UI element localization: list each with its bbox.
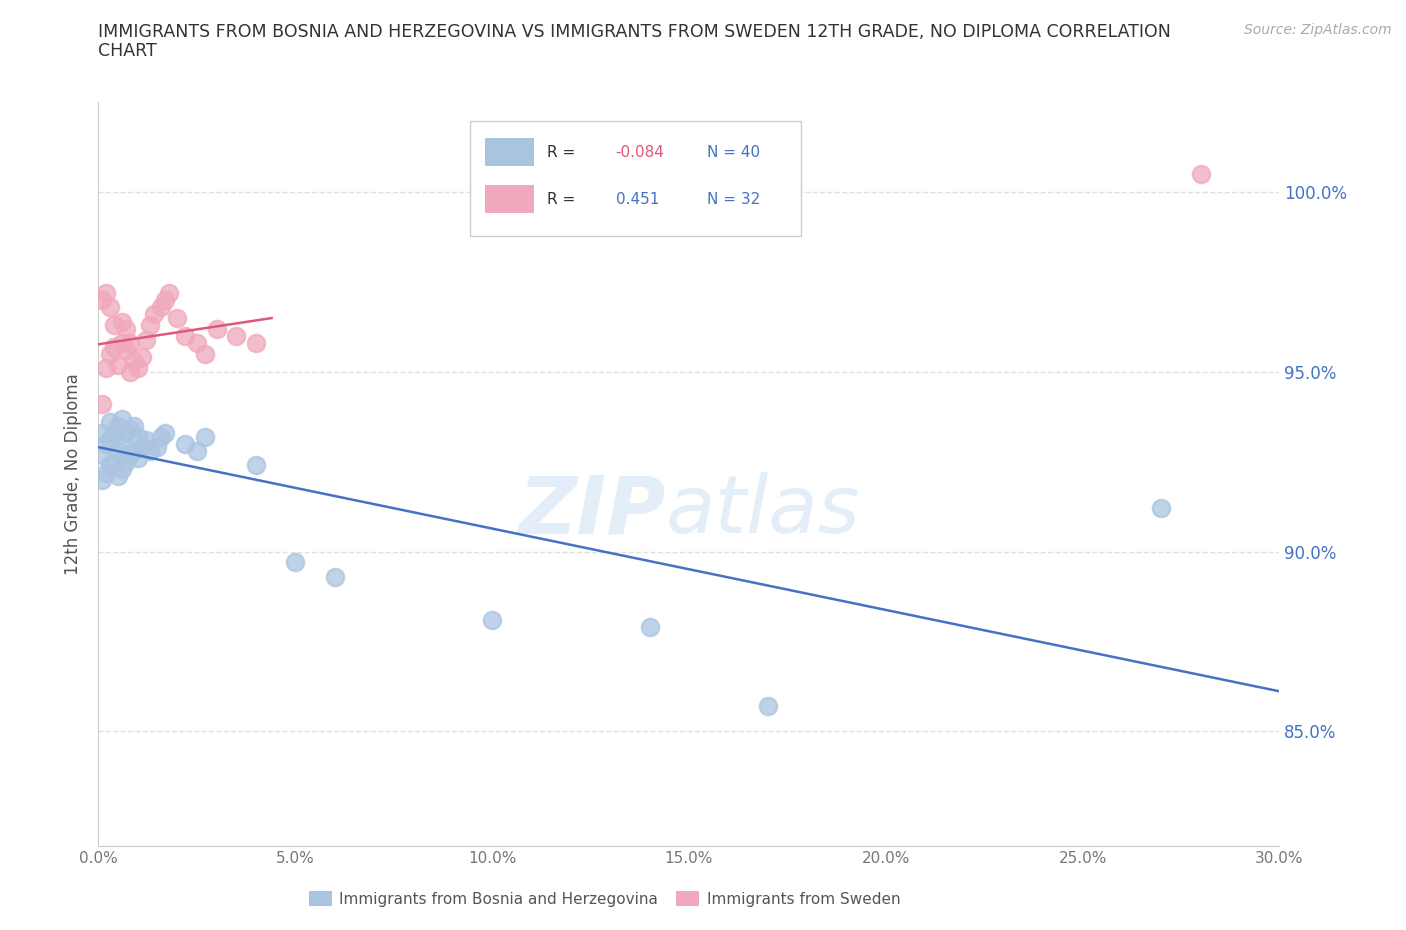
Point [205, 321, 228, 336]
Point [138, 318, 160, 333]
Point [103, 318, 125, 333]
Point [122, 444, 145, 458]
Point [91, 472, 114, 487]
Point [323, 569, 346, 584]
Point [118, 365, 141, 379]
Point [103, 426, 125, 441]
Point [155, 426, 177, 441]
Point [157, 286, 180, 300]
Point [245, 336, 267, 351]
Point [131, 440, 153, 455]
Point [174, 328, 197, 343]
Point [107, 418, 129, 433]
Point [638, 619, 661, 634]
Point [127, 451, 149, 466]
Point [135, 432, 157, 447]
Point [127, 429, 149, 444]
Point [96, 465, 118, 480]
Point [107, 444, 129, 458]
Point [127, 361, 149, 376]
Point [115, 454, 138, 469]
Point [96, 361, 118, 376]
Point [91, 293, 114, 308]
Text: ZIP: ZIP [517, 472, 665, 551]
Point [122, 353, 145, 368]
FancyBboxPatch shape [485, 138, 534, 166]
Point [166, 311, 188, 325]
Point [122, 418, 145, 433]
Point [186, 336, 208, 351]
Point [225, 328, 247, 343]
Text: IMMIGRANTS FROM BOSNIA AND HERZEGOVINA VS IMMIGRANTS FROM SWEDEN 12TH GRADE, NO : IMMIGRANTS FROM BOSNIA AND HERZEGOVINA V… [98, 23, 1171, 41]
Point [96, 286, 118, 300]
Point [131, 350, 153, 365]
Point [111, 411, 134, 426]
Point [135, 332, 157, 347]
Point [111, 314, 134, 329]
Point [98, 299, 121, 314]
Text: Source: ZipAtlas.com: Source: ZipAtlas.com [1244, 23, 1392, 37]
Point [115, 426, 138, 441]
Point [481, 613, 503, 628]
Point [245, 458, 267, 472]
FancyBboxPatch shape [471, 121, 801, 236]
Point [103, 454, 125, 469]
Point [150, 299, 173, 314]
Text: N = 40: N = 40 [707, 145, 759, 160]
Text: R =: R = [547, 145, 575, 160]
Point [111, 436, 134, 451]
Point [111, 461, 134, 476]
Text: -0.084: -0.084 [616, 145, 665, 160]
Point [96, 436, 118, 451]
Point [142, 307, 165, 322]
Point [1189, 166, 1212, 181]
Point [107, 469, 129, 484]
Legend: Immigrants from Bosnia and Herzegovina, Immigrants from Sweden: Immigrants from Bosnia and Herzegovina, … [302, 885, 907, 913]
Point [91, 426, 114, 441]
Point [155, 293, 177, 308]
Point [91, 447, 114, 462]
Point [138, 444, 160, 458]
Point [146, 440, 169, 455]
Point [174, 436, 197, 451]
Point [98, 347, 121, 362]
Point [118, 336, 141, 351]
Point [118, 447, 141, 462]
Point [98, 415, 121, 430]
Point [107, 357, 129, 372]
Text: N = 32: N = 32 [707, 192, 759, 206]
Point [115, 343, 138, 358]
Text: atlas: atlas [665, 472, 860, 551]
Point [284, 555, 307, 570]
Point [91, 397, 114, 412]
Point [1150, 501, 1173, 516]
Y-axis label: 12th Grade, No Diploma: 12th Grade, No Diploma [65, 374, 83, 575]
Point [194, 347, 217, 362]
Point [115, 321, 138, 336]
Text: 0.451: 0.451 [616, 192, 659, 206]
Point [756, 698, 779, 713]
Text: R =: R = [547, 192, 575, 206]
Text: CHART: CHART [98, 42, 157, 60]
Point [111, 336, 134, 351]
Point [194, 429, 217, 444]
Point [150, 429, 173, 444]
Point [103, 339, 125, 354]
Point [186, 444, 208, 458]
Point [118, 422, 141, 437]
Point [98, 432, 121, 447]
Point [98, 458, 121, 472]
FancyBboxPatch shape [485, 185, 534, 213]
